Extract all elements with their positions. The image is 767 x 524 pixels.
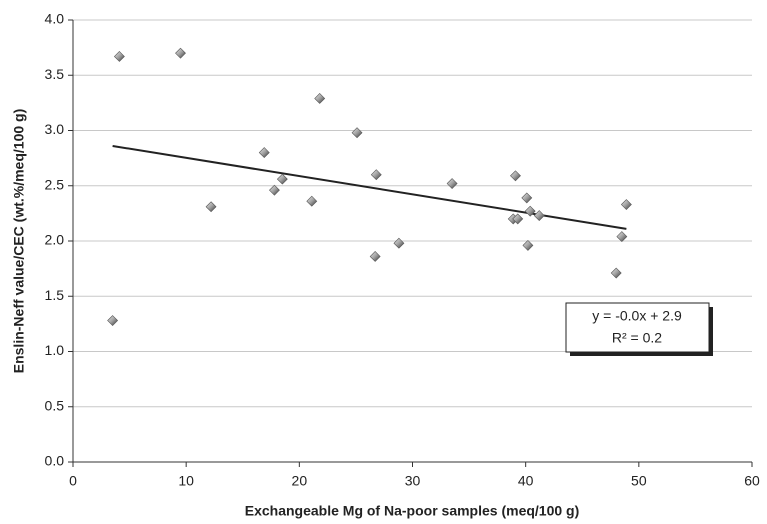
point [351, 127, 363, 139]
point [512, 213, 524, 225]
x-axis-title: Exchangeable Mg of Na-poor samples (meq/… [245, 503, 580, 519]
y-tick-label: 4.0 [45, 11, 65, 27]
point [616, 231, 628, 243]
y-axis-title: Enslin-Neff value/CEC (wt.%/meq/100 g) [11, 109, 27, 374]
point [533, 210, 545, 222]
point [258, 147, 270, 159]
point [510, 170, 521, 182]
y-tick-label: 3.5 [45, 66, 65, 82]
point [314, 93, 326, 104]
y-tick-label: 1.5 [45, 287, 65, 303]
x-tick-label: 10 [178, 473, 194, 489]
y-tick-label: 3.0 [45, 121, 65, 137]
equation: y = -0.0x + 2.9 [592, 308, 682, 324]
x-tick-label: 50 [631, 473, 647, 489]
point [276, 173, 288, 185]
trendline [112, 144, 627, 230]
point [521, 192, 533, 204]
y-tick-label: 1.0 [45, 342, 65, 358]
point [370, 169, 382, 181]
point [393, 237, 405, 249]
y-tick-label: 2.0 [45, 232, 65, 248]
x-tick-label: 60 [744, 473, 760, 489]
point [369, 251, 381, 262]
point [610, 267, 622, 279]
x-tick-label: 0 [69, 473, 77, 489]
y-tick-label: 0.0 [45, 453, 65, 469]
point [205, 201, 217, 213]
point [306, 195, 318, 207]
y-tick-label: 2.5 [45, 176, 65, 192]
point [269, 184, 280, 196]
point [113, 51, 125, 62]
point [620, 199, 632, 210]
x-tick-label: 20 [292, 473, 308, 489]
point [446, 178, 458, 189]
point [524, 205, 536, 217]
point [175, 47, 186, 59]
x-tick-label: 40 [518, 473, 534, 489]
equation-box [565, 302, 710, 353]
r-squared: R² = 0.2 [612, 330, 662, 346]
x-tick-label: 30 [405, 473, 421, 489]
point [522, 239, 534, 251]
y-tick-label: 0.5 [45, 397, 65, 413]
point [107, 315, 119, 326]
